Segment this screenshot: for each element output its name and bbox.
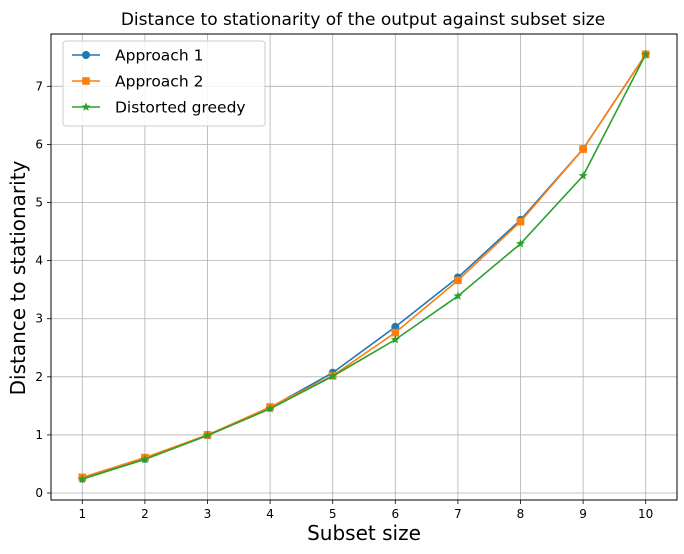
legend-box (62, 40, 266, 127)
series-layer (77, 49, 651, 483)
legend-marker-approach-2 (82, 77, 90, 85)
y-tick-label: 5 (35, 196, 43, 210)
data-point-distorted-greedy (515, 238, 526, 248)
legend-entry-approach-1: Approach 1 (72, 47, 203, 65)
data-point-distorted-greedy (578, 170, 588, 180)
data-point-distorted-greedy (641, 49, 651, 59)
axis-ticks: 1 2 3 4 5 6 7 8 9 10 0 1 2 3 4 5 6 7 (35, 79, 653, 521)
legend-marker-approach-1 (82, 51, 90, 59)
legend-entry-approach-2: Approach 2 (72, 73, 203, 91)
x-tick-label: 7 (454, 507, 462, 521)
legend-label-distorted-greedy: Distorted greedy (115, 99, 246, 117)
series-line-distorted-greedy (82, 53, 647, 480)
x-tick-label: 5 (329, 507, 337, 521)
data-point-approach-2 (391, 328, 400, 337)
data-point-distorted-greedy (202, 430, 213, 440)
x-tick-label: 1 (78, 507, 86, 521)
x-tick-label: 3 (204, 507, 212, 521)
data-point-distorted-greedy (77, 474, 87, 483)
y-tick-label: 0 (35, 486, 43, 500)
y-axis-label: Distance to stationarity (6, 160, 30, 395)
x-tick-label: 6 (391, 507, 399, 521)
x-tick-label: 10 (638, 507, 653, 521)
x-tick-label: 9 (579, 507, 587, 521)
y-tick-label: 2 (35, 370, 43, 384)
data-point-approach-1 (391, 322, 400, 331)
chart-title: Distance to stationarity of the output a… (121, 10, 605, 30)
series-distorted-greedy (77, 49, 651, 483)
y-tick-label: 6 (35, 137, 43, 151)
data-point-distorted-greedy (140, 454, 150, 464)
x-axis-label: Subset size (307, 521, 421, 545)
data-point-distorted-greedy (390, 334, 400, 344)
series-line-approach-2 (82, 53, 647, 479)
legend-entry-distorted-greedy: Distorted greedy (72, 99, 246, 117)
legend: Approach 1 Approach 2 Distorted greedy (62, 40, 266, 127)
x-tick-label: 4 (266, 507, 274, 521)
x-tick-label: 8 (517, 507, 525, 521)
data-point-distorted-greedy (453, 291, 463, 300)
legend-marker-distorted-greedy (81, 102, 91, 111)
y-tick-label: 3 (35, 312, 43, 326)
plot-frame (50, 33, 678, 501)
y-tick-label: 4 (35, 254, 43, 268)
data-point-distorted-greedy (265, 403, 275, 413)
data-point-approach-2 (454, 276, 462, 285)
data-point-distorted-greedy (328, 371, 338, 381)
legend-label-approach-1: Approach 1 (115, 47, 203, 65)
data-point-approach-2 (516, 217, 525, 226)
y-tick-label: 1 (35, 428, 43, 442)
legend-label-approach-2: Approach 2 (115, 73, 203, 91)
x-tick-label: 2 (141, 507, 149, 521)
y-tick-label: 7 (35, 79, 43, 93)
data-point-approach-2 (579, 145, 587, 153)
